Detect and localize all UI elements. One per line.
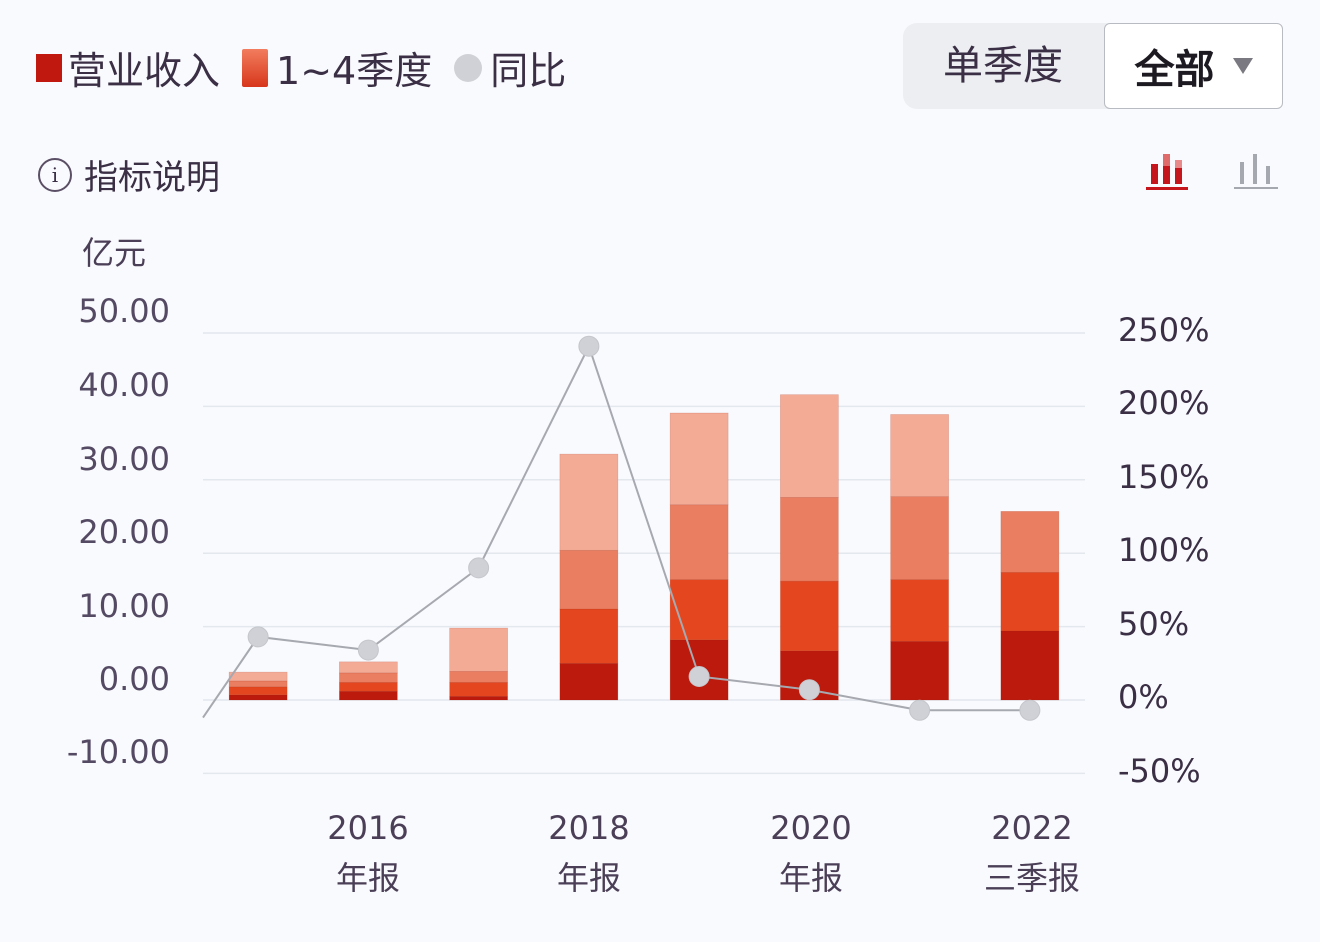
all-periods-label: 全部 [1134, 47, 1215, 93]
legend-label: 营业收入 [68, 49, 221, 93]
y2-tick: 0% [1118, 678, 1169, 716]
bar-segment-q2[interactable] [339, 682, 398, 692]
bar-segment-q2[interactable] [559, 608, 619, 664]
bar-segment-q3[interactable] [559, 549, 619, 610]
legend-item-revenue[interactable]: 营业收入 [36, 40, 220, 95]
bar-segment-q4[interactable] [228, 671, 288, 682]
y2-tick: 150% [1118, 458, 1210, 496]
y-tick: -10.00 [66, 733, 170, 771]
grouped-bar-chart-icon[interactable] [1232, 150, 1284, 194]
y-tick: 50.00 [78, 292, 170, 330]
bar-segment-q1[interactable] [339, 690, 398, 701]
bar-segment-q1[interactable] [228, 694, 288, 701]
yoy-point[interactable] [578, 335, 600, 357]
period-toggle: 单季度 全部 [903, 23, 1283, 109]
bar-segment-q1[interactable] [890, 640, 949, 701]
all-periods-dropdown[interactable]: 全部 [1104, 23, 1283, 109]
bar-segment-q3[interactable] [669, 504, 729, 580]
y2-tick: 100% [1118, 531, 1210, 569]
x-tick: 2016 年报 [327, 809, 409, 897]
legend-item-yoy[interactable]: 同比 [454, 40, 566, 95]
x-tick: 2022 三季报 [983, 809, 1080, 897]
yoy-point[interactable] [468, 557, 490, 579]
info-icon: i [38, 157, 72, 192]
bar-segment-q4[interactable] [559, 453, 619, 551]
bar-segment-q3[interactable] [228, 680, 288, 688]
bar-segment-q1[interactable] [1000, 630, 1060, 701]
bar-segment-q4[interactable] [890, 414, 949, 497]
bar-segment-q2[interactable] [1000, 571, 1060, 632]
single-quarter-button[interactable]: 单季度 [943, 43, 1063, 89]
bar-segment-q2[interactable] [228, 686, 288, 696]
yoy-point[interactable] [357, 639, 379, 661]
y-tick: 40.00 [78, 366, 170, 404]
bar-segment-q3[interactable] [449, 671, 508, 683]
bar-segment-q4[interactable] [669, 412, 729, 506]
y2-tick: 50% [1118, 605, 1190, 643]
y-tick: 30.00 [78, 440, 170, 478]
bar-segment-q1[interactable] [449, 696, 508, 701]
yoy-point[interactable] [909, 699, 931, 721]
indicator-info-link[interactable]: i 指标说明 [38, 150, 220, 199]
bar-segment-q1[interactable] [559, 662, 619, 701]
legend: 营业收入 1~4季度 同比 [36, 40, 588, 95]
y2-tick: 250% [1118, 311, 1210, 349]
bar-segment-q4[interactable] [339, 661, 398, 674]
y2-tick: 200% [1118, 384, 1210, 422]
x-tick: 2020 年报 [770, 809, 852, 897]
stacked-bar-chart-icon[interactable] [1143, 150, 1195, 194]
quarters-swatch-icon [242, 48, 269, 87]
yoy-dot-icon [454, 53, 483, 82]
y-tick: 0.00 [98, 660, 170, 698]
caret-down-icon [1232, 58, 1253, 74]
x-tick: 2018 年报 [548, 809, 630, 897]
yoy-point[interactable] [798, 679, 820, 701]
bar-segment-q4[interactable] [780, 394, 839, 498]
bar-segment-q2[interactable] [669, 579, 729, 641]
bar-segment-q3[interactable] [890, 496, 949, 580]
y-tick: 20.00 [78, 513, 170, 551]
yoy-point[interactable] [247, 626, 269, 648]
bar-segment-q2[interactable] [890, 579, 949, 642]
legend-label: 同比 [490, 49, 567, 93]
yoy-point[interactable] [688, 666, 710, 688]
legend-item-quarters[interactable]: 1~4季度 [242, 40, 432, 95]
bar-segment-q3[interactable] [339, 672, 398, 683]
y2-tick: -50% [1118, 752, 1201, 790]
y-axis-unit: 亿元 [82, 234, 147, 272]
yoy-point[interactable] [1019, 699, 1041, 721]
bar-segment-q3[interactable] [1000, 511, 1060, 573]
bar-segment-q4[interactable] [449, 627, 508, 672]
legend-label: 1~4季度 [276, 49, 433, 93]
info-label: 指标说明 [84, 158, 220, 198]
bar-segment-q3[interactable] [780, 497, 839, 582]
y-tick: 10.00 [78, 587, 170, 625]
bar-segment-q2[interactable] [780, 580, 839, 652]
bar-segment-q2[interactable] [449, 682, 508, 697]
revenue-swatch-icon [36, 53, 62, 82]
